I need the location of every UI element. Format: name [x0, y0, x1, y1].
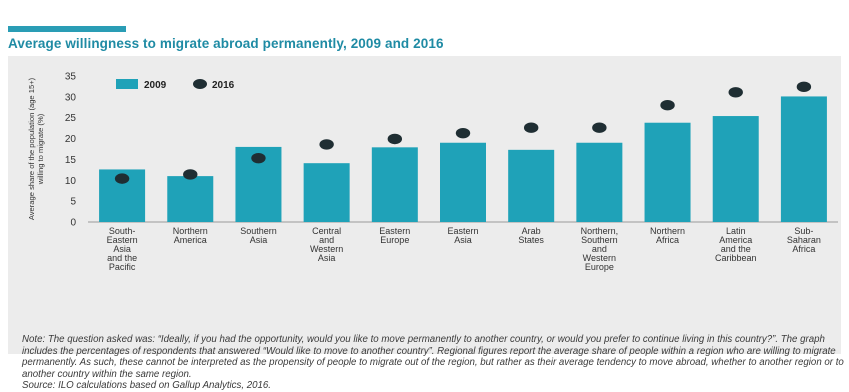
x-tick-label: Central — [312, 226, 341, 236]
x-tick-label: Europe — [585, 262, 614, 272]
dot-2016 — [251, 152, 266, 164]
x-tick-label: Eastern — [447, 226, 478, 236]
dot-2016 — [319, 139, 334, 150]
bar-2009 — [167, 176, 214, 222]
chart-note: Note: The question asked was: “Ideally, … — [22, 334, 844, 392]
bar-2009 — [440, 142, 486, 222]
title-accent-bar — [8, 26, 126, 32]
x-tick-label: States — [518, 235, 544, 245]
x-tick-label: Sub- — [794, 226, 813, 236]
x-tick-label: Europe — [380, 235, 409, 245]
x-tick-label: America — [174, 235, 207, 245]
x-tick-label: Northern — [173, 226, 208, 236]
dot-2016 — [796, 81, 812, 93]
x-tick-label: Caribbean — [715, 253, 757, 263]
legend-label-2009: 2009 — [144, 80, 167, 91]
bar-2009 — [644, 122, 691, 222]
bar-2009 — [303, 163, 350, 222]
x-tick-label: Southern — [581, 235, 618, 245]
x-tick-label: Eastern — [107, 235, 138, 245]
source-text: Source: ILO calculations based on Gallup… — [22, 380, 271, 392]
x-tick-label: Western — [310, 244, 343, 254]
y-tick-label: 30 — [65, 92, 77, 103]
chart-panel: 0 5 10 15 20 25 30 35 Average share of the popul… — [8, 56, 844, 391]
x-tick-label: Southern — [240, 226, 277, 236]
x-tick-label: and the — [721, 244, 751, 254]
y-tick-label: 20 — [65, 134, 77, 145]
legend-swatch-2016 — [193, 79, 207, 89]
x-tick-label: and — [592, 244, 607, 254]
x-tick-label: Africa — [656, 235, 679, 245]
x-tick-label: Latin — [726, 226, 746, 236]
dot-2016 — [592, 122, 607, 133]
dot-2016 — [183, 169, 198, 180]
x-tick-label: Northern — [650, 226, 685, 236]
dot-2016 — [728, 87, 743, 98]
bar-2009 — [371, 147, 418, 222]
dot-2016 — [114, 173, 130, 184]
x-tick-label: Eastern — [379, 226, 410, 236]
x-tick-label: and the — [107, 253, 137, 263]
x-tick-label: South- — [109, 226, 136, 236]
x-tick-label: Asia — [113, 244, 131, 254]
y-tick-label: 15 — [65, 155, 77, 166]
bar-2009 — [508, 149, 555, 222]
x-tick-label: Arab — [522, 226, 541, 236]
note-text: Note: The question asked was: “Ideally, … — [22, 334, 844, 380]
chart-title: Average willingness to migrate abroad pe… — [8, 36, 444, 51]
x-tick-label: Pacific — [109, 262, 136, 272]
x-tick-label: Western — [583, 253, 616, 263]
legend-label-2016: 2016 — [212, 80, 235, 91]
x-tick-label: Asia — [250, 235, 268, 245]
y-tick-label: 0 — [70, 218, 76, 229]
y-tick-label: 25 — [65, 113, 77, 124]
y-tick-label: 35 — [65, 72, 77, 83]
dot-2016 — [387, 133, 403, 145]
x-tick-label: Saharan — [787, 235, 821, 245]
bar-chart: 0 5 10 15 20 25 30 35 Average share of the popul… — [27, 72, 838, 272]
x-tick-label: and — [319, 235, 334, 245]
x-tick-label: Asia — [454, 235, 472, 245]
bar-2009 — [712, 116, 759, 222]
dot-2016 — [523, 122, 539, 133]
x-tick-label: Africa — [792, 244, 815, 254]
y-tick-label: 5 — [70, 197, 76, 208]
y-tick-label: 10 — [65, 176, 77, 187]
x-tick-label: Asia — [318, 253, 336, 263]
bar-2009 — [576, 142, 623, 222]
legend-swatch-2009 — [116, 79, 138, 89]
dot-2016 — [660, 100, 675, 111]
x-tick-label: Northern, — [581, 226, 619, 236]
y-axis-label: Average share of the population (age 15+… — [27, 77, 45, 220]
x-tick-label: America — [719, 235, 752, 245]
dot-2016 — [455, 127, 471, 139]
bar-2009 — [780, 96, 827, 222]
